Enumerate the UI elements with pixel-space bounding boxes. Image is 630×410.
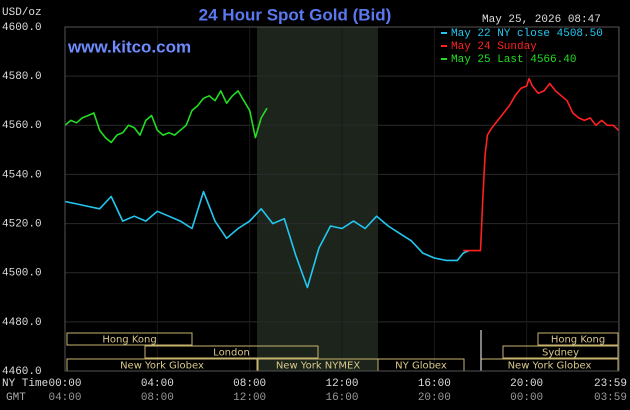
x-axis-label: NY Time xyxy=(2,378,48,390)
price-line xyxy=(64,90,268,144)
session-label: NY Globex xyxy=(395,361,447,372)
y-axis-label: USD/oz xyxy=(2,7,42,19)
y-tick-label: 4540.0 xyxy=(2,169,42,181)
y-tick-label: 4580.0 xyxy=(2,71,42,83)
x-tick-label: 20:00 xyxy=(510,378,543,390)
session-box xyxy=(502,345,619,359)
session-box xyxy=(66,332,193,346)
legend-label: May 24 Sunday xyxy=(451,41,537,53)
sessions: Hong Kong London New York Globex New York N… xyxy=(66,332,619,372)
y-tick-label: 4480.0 xyxy=(2,317,42,329)
y-tick-label: 4600.0 xyxy=(2,22,42,34)
session-box xyxy=(144,345,319,359)
session-label: London xyxy=(213,348,250,359)
x-tick-label: 00:00 xyxy=(48,378,81,390)
x2-tick-label: 20:00 xyxy=(418,392,451,404)
x-tick-label: 04:00 xyxy=(141,378,174,390)
legend-label: May 25 Last 4566.40 xyxy=(451,54,576,66)
website: www.kitco.com xyxy=(67,37,191,56)
session-label: Hong Kong xyxy=(102,335,156,346)
session-label: New York Globex xyxy=(120,361,204,372)
x-tick-label: 08:00 xyxy=(233,378,266,390)
x2-tick-label: 00:00 xyxy=(510,392,543,404)
x2-tick-label: 12:00 xyxy=(233,392,266,404)
price-line xyxy=(463,77,620,252)
y-tick-label: 4500.0 xyxy=(2,268,42,280)
session-label: New York Globex xyxy=(508,361,592,372)
price-line xyxy=(64,190,470,289)
y-tick-label: 4460.0 xyxy=(2,366,42,378)
session-label: Sydney xyxy=(542,348,579,359)
session-label: New York NYMEX xyxy=(276,361,361,372)
session-box xyxy=(537,332,619,346)
labels: 4460.0 4480.0 4500.0 4520.0 4540.0 4560.0 4580… xyxy=(2,22,627,404)
chart-title: 24 Hour Spot Gold (Bid) xyxy=(199,5,392,24)
y-tick-label: 4520.0 xyxy=(2,218,42,230)
y-tick-label: 4560.0 xyxy=(2,120,42,132)
x-tick-label: 12:00 xyxy=(325,378,358,390)
x-tick-label: 16:00 xyxy=(418,378,451,390)
plot-frame xyxy=(64,26,620,372)
x2-tick-label: 03:59 xyxy=(594,392,627,404)
session-label: Hong Kong xyxy=(551,335,605,346)
x-tick-label: 23:59 xyxy=(594,378,627,390)
x2-axis-label: GMT xyxy=(6,392,26,404)
x2-tick-label: 08:00 xyxy=(141,392,174,404)
x2-tick-label: 16:00 xyxy=(325,392,358,404)
x2-tick-label: 04:00 xyxy=(48,392,81,404)
lines xyxy=(64,77,620,289)
legend-label: May 22 NY close 4508.50 xyxy=(451,28,603,40)
nymex-shade xyxy=(257,27,378,371)
timestamp: May 25, 2026 08:47 xyxy=(482,14,601,26)
